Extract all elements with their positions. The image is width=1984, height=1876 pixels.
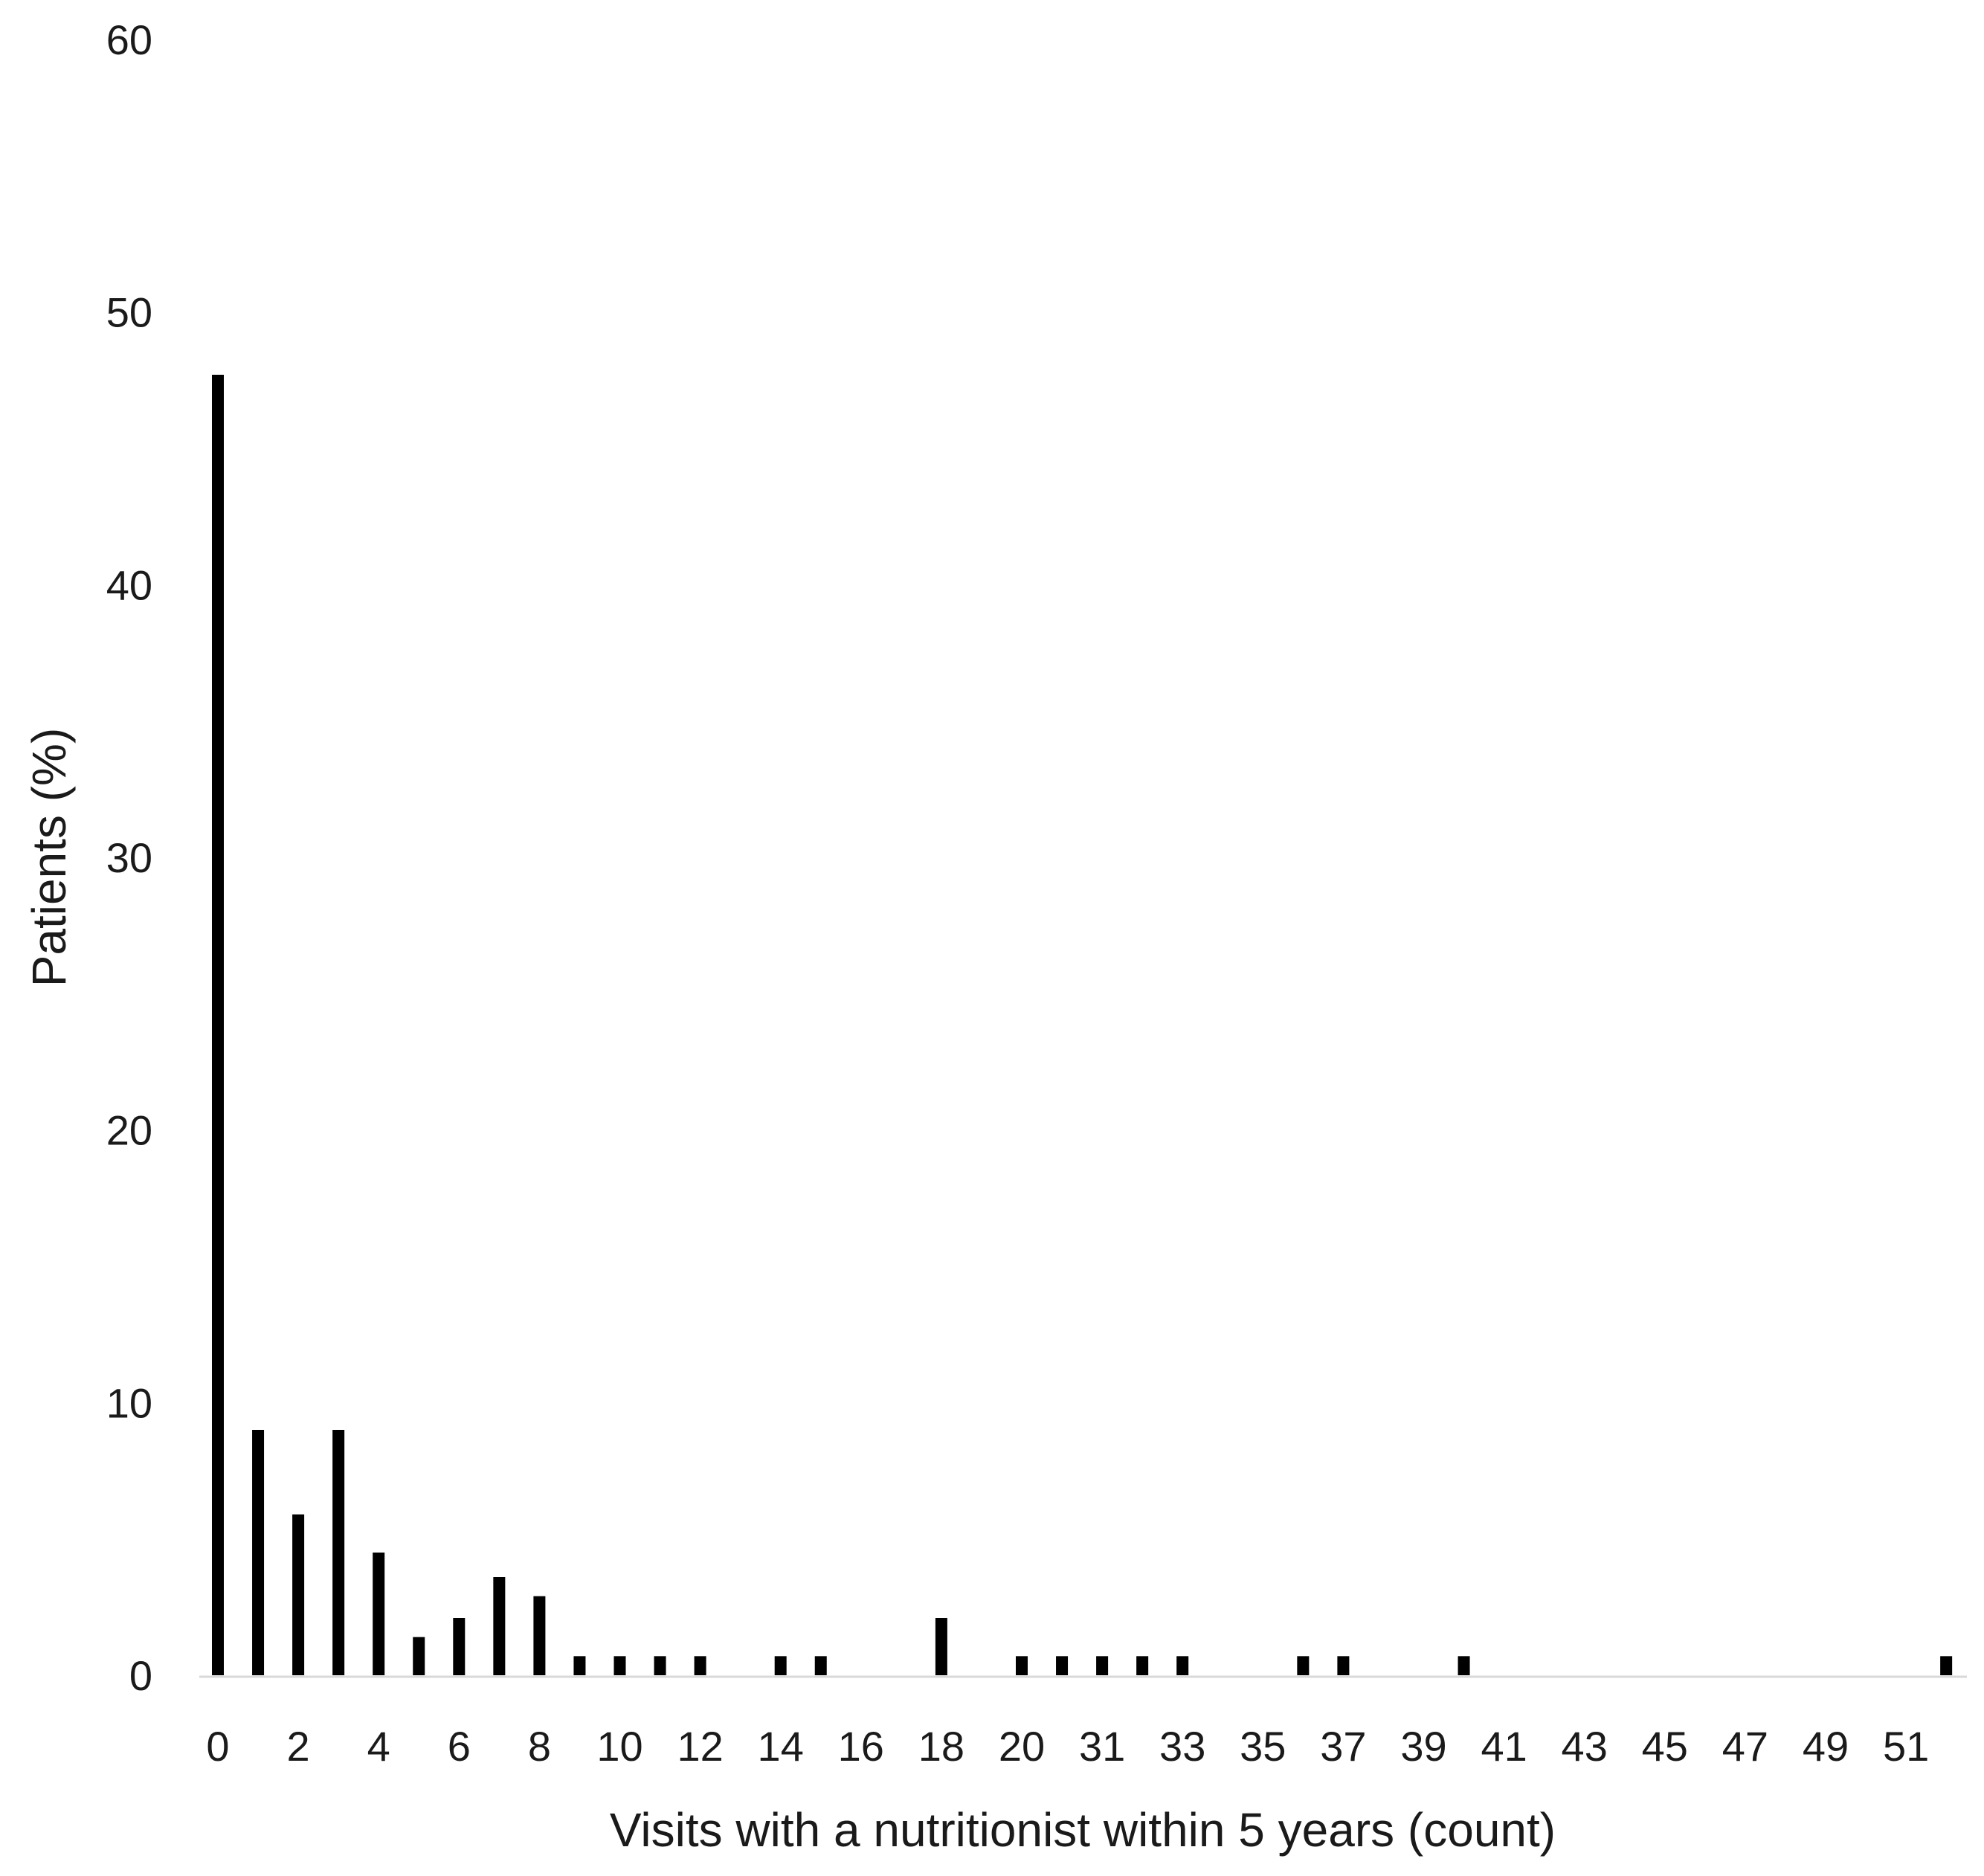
x-tick-label: 16	[838, 1723, 884, 1770]
bar-2	[292, 1514, 305, 1675]
bar-0	[212, 375, 224, 1675]
bar-4	[373, 1553, 385, 1675]
x-tick-label: 39	[1400, 1723, 1446, 1770]
bar-11	[654, 1656, 666, 1675]
bar-31	[1096, 1656, 1109, 1675]
x-tick-label: 41	[1481, 1723, 1527, 1770]
x-axis-ticks: 0 2 4 6 8 10 12 14 16 18 20 31 33 35 37 39 41 43 45 47 49 51	[206, 1723, 1929, 1770]
x-tick-label: 47	[1722, 1723, 1768, 1770]
x-tick-label: 18	[918, 1723, 964, 1770]
bar-18	[935, 1618, 947, 1675]
bar-6	[453, 1618, 466, 1675]
x-tick-label: 0	[206, 1723, 229, 1770]
x-tick-label: 14	[758, 1723, 804, 1770]
y-tick-label: 0	[129, 1652, 152, 1699]
x-tick-label: 6	[448, 1723, 471, 1770]
x-tick-label: 51	[1883, 1723, 1929, 1770]
bar-32	[1136, 1656, 1149, 1675]
x-tick-label: 2	[287, 1723, 310, 1770]
x-tick-label: 35	[1240, 1723, 1286, 1770]
x-tick-label: 12	[677, 1723, 723, 1770]
x-tick-label: 20	[999, 1723, 1045, 1770]
bar-7	[493, 1577, 506, 1675]
bar-9	[573, 1656, 586, 1675]
x-tick-label: 43	[1562, 1723, 1608, 1770]
bar-37	[1337, 1656, 1350, 1675]
bar-36	[1297, 1656, 1310, 1675]
bar-40	[1458, 1656, 1470, 1675]
bar-33	[1176, 1656, 1189, 1675]
y-tick-label: 20	[106, 1107, 152, 1154]
x-tick-label: 49	[1803, 1723, 1849, 1770]
x-tick-label: 31	[1079, 1723, 1125, 1770]
x-tick-label: 33	[1159, 1723, 1205, 1770]
bar-30	[1056, 1656, 1069, 1675]
y-axis-ticks: 0 10 20 30 40 50 60	[106, 16, 152, 1699]
x-tick-label: 45	[1642, 1723, 1688, 1770]
bar-52	[1940, 1656, 1953, 1675]
x-tick-label: 10	[596, 1723, 642, 1770]
x-tick-label: 4	[367, 1723, 390, 1770]
bar-20	[1016, 1656, 1028, 1675]
y-tick-label: 50	[106, 289, 152, 336]
x-tick-label: 8	[528, 1723, 551, 1770]
y-tick-label: 10	[106, 1379, 152, 1426]
y-axis-title: Patients (%)	[22, 728, 76, 987]
bar-15	[814, 1656, 827, 1675]
x-axis-title: Visits with a nutritionist within 5 year…	[610, 1803, 1556, 1857]
bar-10	[613, 1656, 626, 1675]
y-tick-label: 30	[106, 834, 152, 881]
bar-14	[774, 1656, 787, 1675]
bars	[212, 375, 1953, 1675]
bar-3	[332, 1430, 345, 1675]
bar-5	[413, 1637, 425, 1675]
y-tick-label: 60	[106, 16, 152, 63]
bar-12	[694, 1656, 706, 1675]
y-tick-label: 40	[106, 561, 152, 608]
bar-1	[252, 1430, 265, 1675]
bar-8	[533, 1596, 546, 1675]
x-tick-label: 37	[1320, 1723, 1366, 1770]
